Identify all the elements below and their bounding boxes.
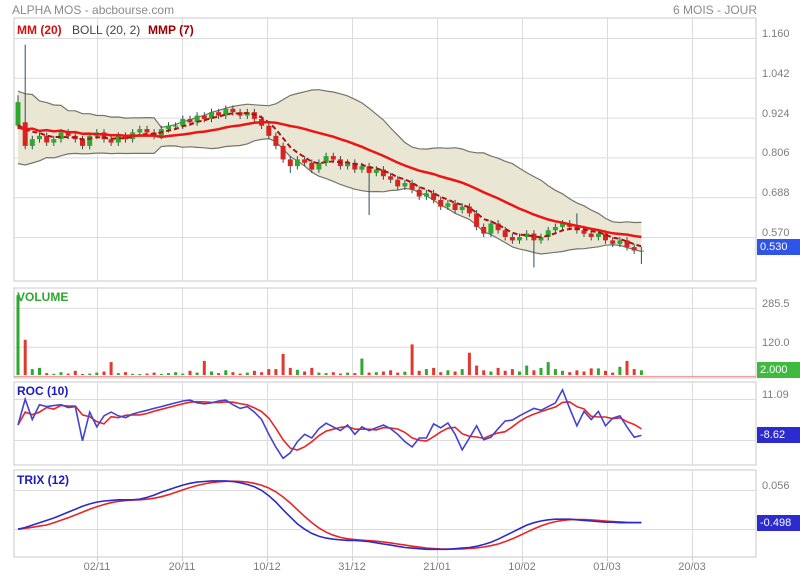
period-selector: 6 MOIS - JOUR [672, 3, 757, 17]
roc-axis-tick: 11.09 [762, 389, 789, 401]
volume-last-badge: 2.000 [757, 362, 800, 378]
price-last-badge: 0.530 [757, 239, 800, 256]
roc-last-badge: -8.62 [757, 427, 800, 444]
trix-axis-tick: 0.056 [762, 480, 790, 492]
date-axis-label: 31/12 [338, 561, 366, 573]
date-axis-label: 21/01 [423, 561, 451, 573]
trix-panel-label: TRIX (12) [17, 473, 70, 487]
legend-mm: MM (20) [17, 23, 62, 37]
date-axis-label: 20/03 [678, 561, 706, 573]
price-axis-tick: 0.806 [762, 147, 790, 160]
roc-panel-label: ROC (10) [17, 384, 69, 398]
date-axis-label: 10/02 [508, 561, 536, 573]
page-title: ALPHA MOS - abcbourse.com [12, 3, 175, 17]
price-axis-tick: 1.042 [762, 67, 790, 80]
volume-axis-tick: 285.5 [762, 297, 790, 310]
trix-last-badge: -0.498 [757, 514, 800, 531]
price-axis-tick: 0.924 [762, 107, 790, 120]
price-axis-tick: 0.688 [762, 187, 790, 200]
price-axis-tick: 0.570 [762, 227, 790, 239]
volume-panel-label: VOLUME [17, 290, 69, 304]
volume-axis-tick: 120.0 [762, 336, 790, 349]
date-axis-label: 01/03 [593, 561, 621, 573]
date-axis-label: 20/11 [168, 561, 196, 573]
date-axis-label: 02/11 [83, 561, 111, 573]
legend-boll: BOLL (20, 2) [72, 23, 141, 37]
legend-mmp: MMP (7) [148, 23, 194, 37]
date-axis-label: 10/12 [253, 561, 281, 573]
price-axis-tick: 1.160 [762, 28, 790, 40]
